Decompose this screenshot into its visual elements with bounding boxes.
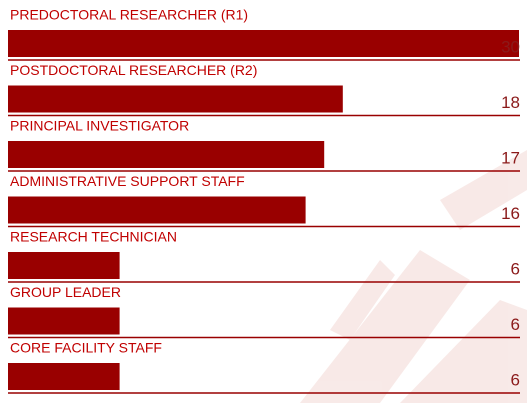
bar (8, 196, 306, 224)
bar (8, 307, 120, 335)
category-label: ADMINISTRATIVE SUPPORT STAFF (10, 173, 245, 189)
bars (8, 30, 519, 390)
category-label: PRINCIPAL INVESTIGATOR (10, 118, 189, 134)
category-label: CORE FACILITY STAFF (10, 340, 162, 356)
bar (8, 141, 325, 168)
category-label: PREDOCTORAL RESEARCHER (R1) (10, 7, 248, 23)
bar (8, 30, 519, 57)
value-label: 16 (501, 204, 520, 223)
category-label: POSTDOCTORAL RESEARCHER (R2) (10, 62, 257, 78)
bar (8, 85, 343, 113)
value-label: 6 (511, 315, 520, 334)
category-label: GROUP LEADER (10, 284, 121, 300)
value-label: 6 (511, 370, 520, 389)
value-label: 6 (511, 259, 520, 278)
bar (8, 252, 120, 279)
value-label: 30 (501, 37, 520, 56)
value-label: 17 (501, 148, 520, 167)
value-label: 18 (501, 93, 520, 112)
category-label: RESEARCH TECHNICIAN (10, 229, 177, 245)
background-pattern (300, 150, 527, 403)
bar (8, 363, 120, 390)
